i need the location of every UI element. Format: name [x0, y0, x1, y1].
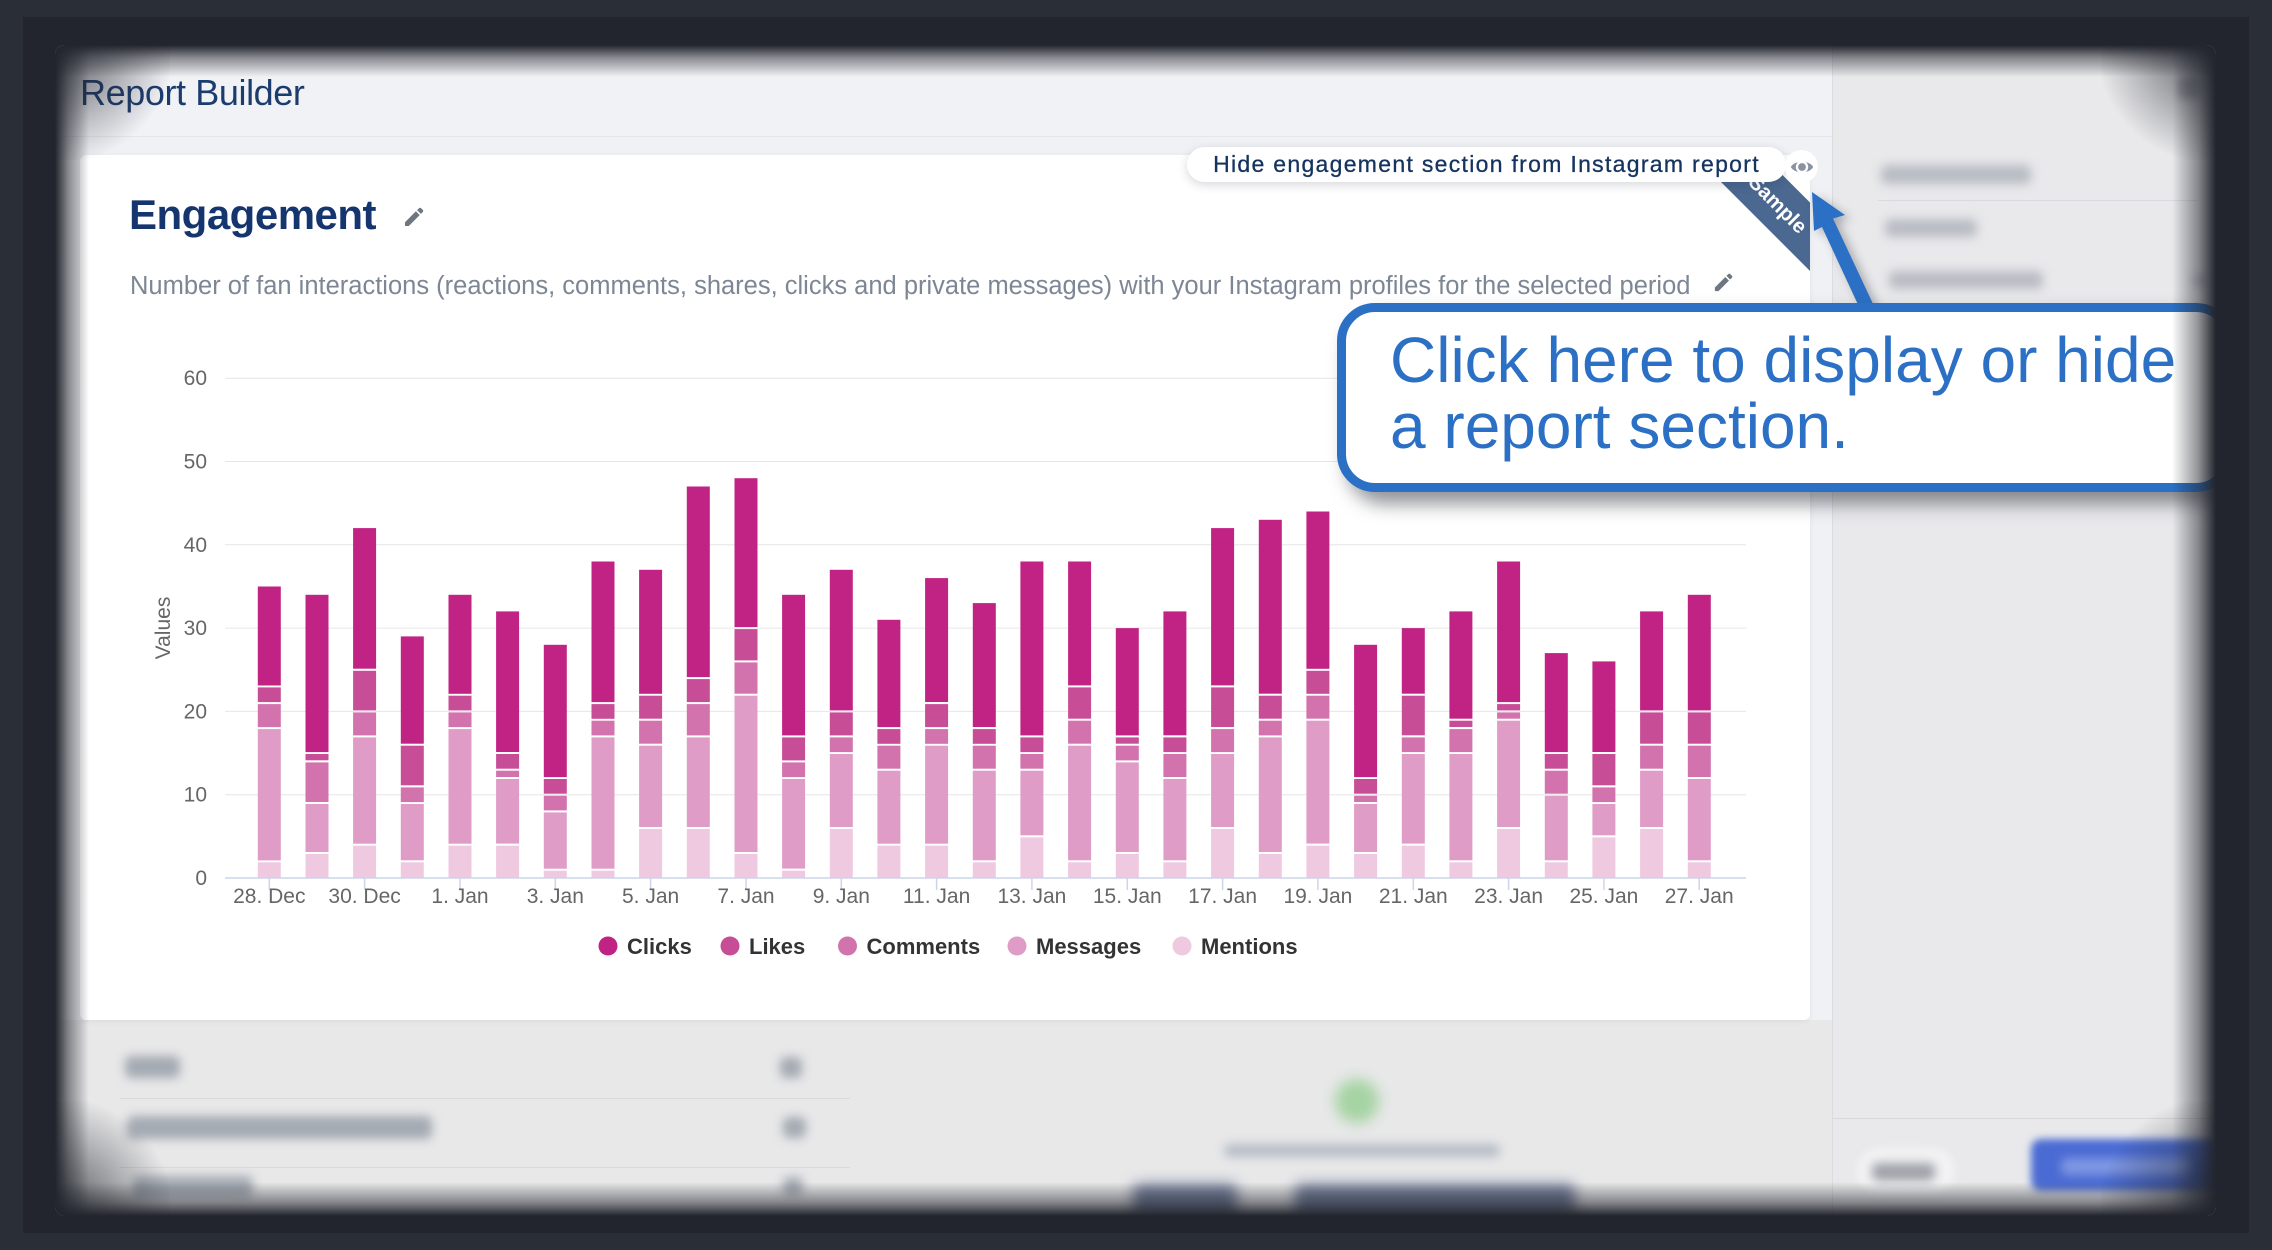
svg-text:50: 50	[184, 451, 207, 474]
svg-text:1. Jan: 1. Jan	[431, 885, 488, 908]
svg-text:60: 60	[184, 367, 207, 390]
svg-text:7. Jan: 7. Jan	[717, 885, 774, 908]
svg-text:Mentions: Mentions	[1201, 934, 1298, 959]
svg-text:0: 0	[195, 867, 207, 890]
svg-text:11. Jan: 11. Jan	[903, 885, 970, 908]
svg-text:40: 40	[184, 534, 207, 557]
svg-text:25. Jan: 25. Jan	[1569, 885, 1638, 908]
svg-text:Comments: Comments	[867, 934, 981, 959]
svg-text:10: 10	[184, 784, 207, 807]
svg-text:17. Jan: 17. Jan	[1188, 885, 1257, 908]
svg-text:Clicks: Clicks	[627, 934, 692, 959]
svg-text:13. Jan: 13. Jan	[997, 885, 1066, 908]
svg-text:Messages: Messages	[1036, 934, 1141, 959]
svg-text:15. Jan: 15. Jan	[1093, 885, 1162, 908]
svg-text:Values: Values	[152, 597, 175, 660]
svg-text:3. Jan: 3. Jan	[527, 885, 584, 908]
svg-text:28. Dec: 28. Dec	[233, 885, 305, 908]
svg-text:5. Jan: 5. Jan	[622, 885, 679, 908]
svg-text:23. Jan: 23. Jan	[1474, 885, 1543, 908]
svg-text:21. Jan: 21. Jan	[1379, 885, 1448, 908]
svg-text:27. Jan: 27. Jan	[1665, 885, 1734, 908]
svg-text:Likes: Likes	[749, 934, 805, 959]
svg-text:19. Jan: 19. Jan	[1283, 885, 1352, 908]
svg-text:20: 20	[184, 700, 207, 723]
svg-text:30. Dec: 30. Dec	[328, 885, 400, 908]
svg-text:30: 30	[184, 617, 207, 640]
svg-text:9. Jan: 9. Jan	[813, 885, 870, 908]
